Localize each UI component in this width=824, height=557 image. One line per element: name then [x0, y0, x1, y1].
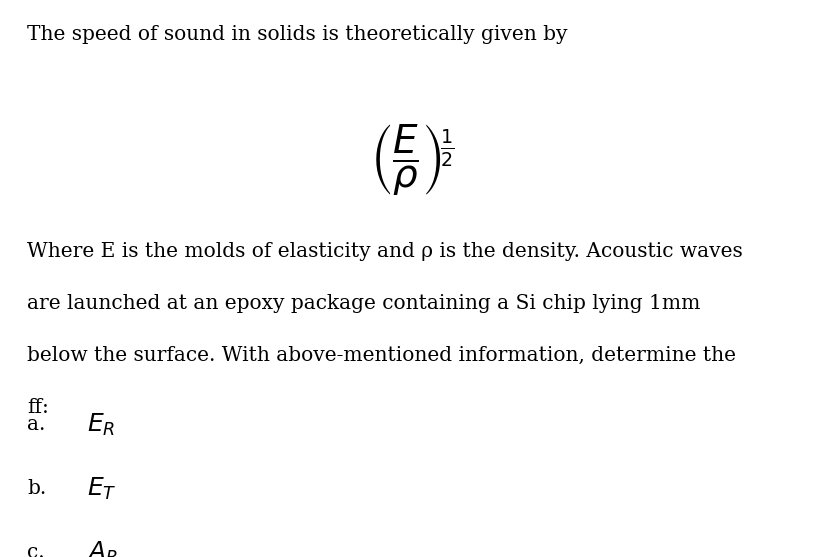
Text: are launched at an epoxy package containing a Si chip lying 1mm: are launched at an epoxy package contain…	[27, 294, 700, 313]
Text: $A_{R}$: $A_{R}$	[87, 540, 118, 557]
Text: Where E is the molds of elasticity and ρ is the density. Acoustic waves: Where E is the molds of elasticity and ρ…	[27, 242, 743, 261]
Text: b.: b.	[27, 479, 46, 498]
Text: a.: a.	[27, 415, 45, 434]
Text: below the surface. With above-mentioned information, determine the: below the surface. With above-mentioned …	[27, 346, 736, 365]
Text: $E_{R}$: $E_{R}$	[87, 412, 115, 438]
Text: ff:: ff:	[27, 398, 49, 417]
Text: $\left(\dfrac{E}{\rho}\right)^{\!\frac{1}{2}}$: $\left(\dfrac{E}{\rho}\right)^{\!\frac{1…	[369, 123, 455, 198]
Text: $E_{T}$: $E_{T}$	[87, 476, 116, 502]
Text: The speed of sound in solids is theoretically given by: The speed of sound in solids is theoreti…	[27, 25, 568, 44]
Text: c.: c.	[27, 543, 44, 557]
